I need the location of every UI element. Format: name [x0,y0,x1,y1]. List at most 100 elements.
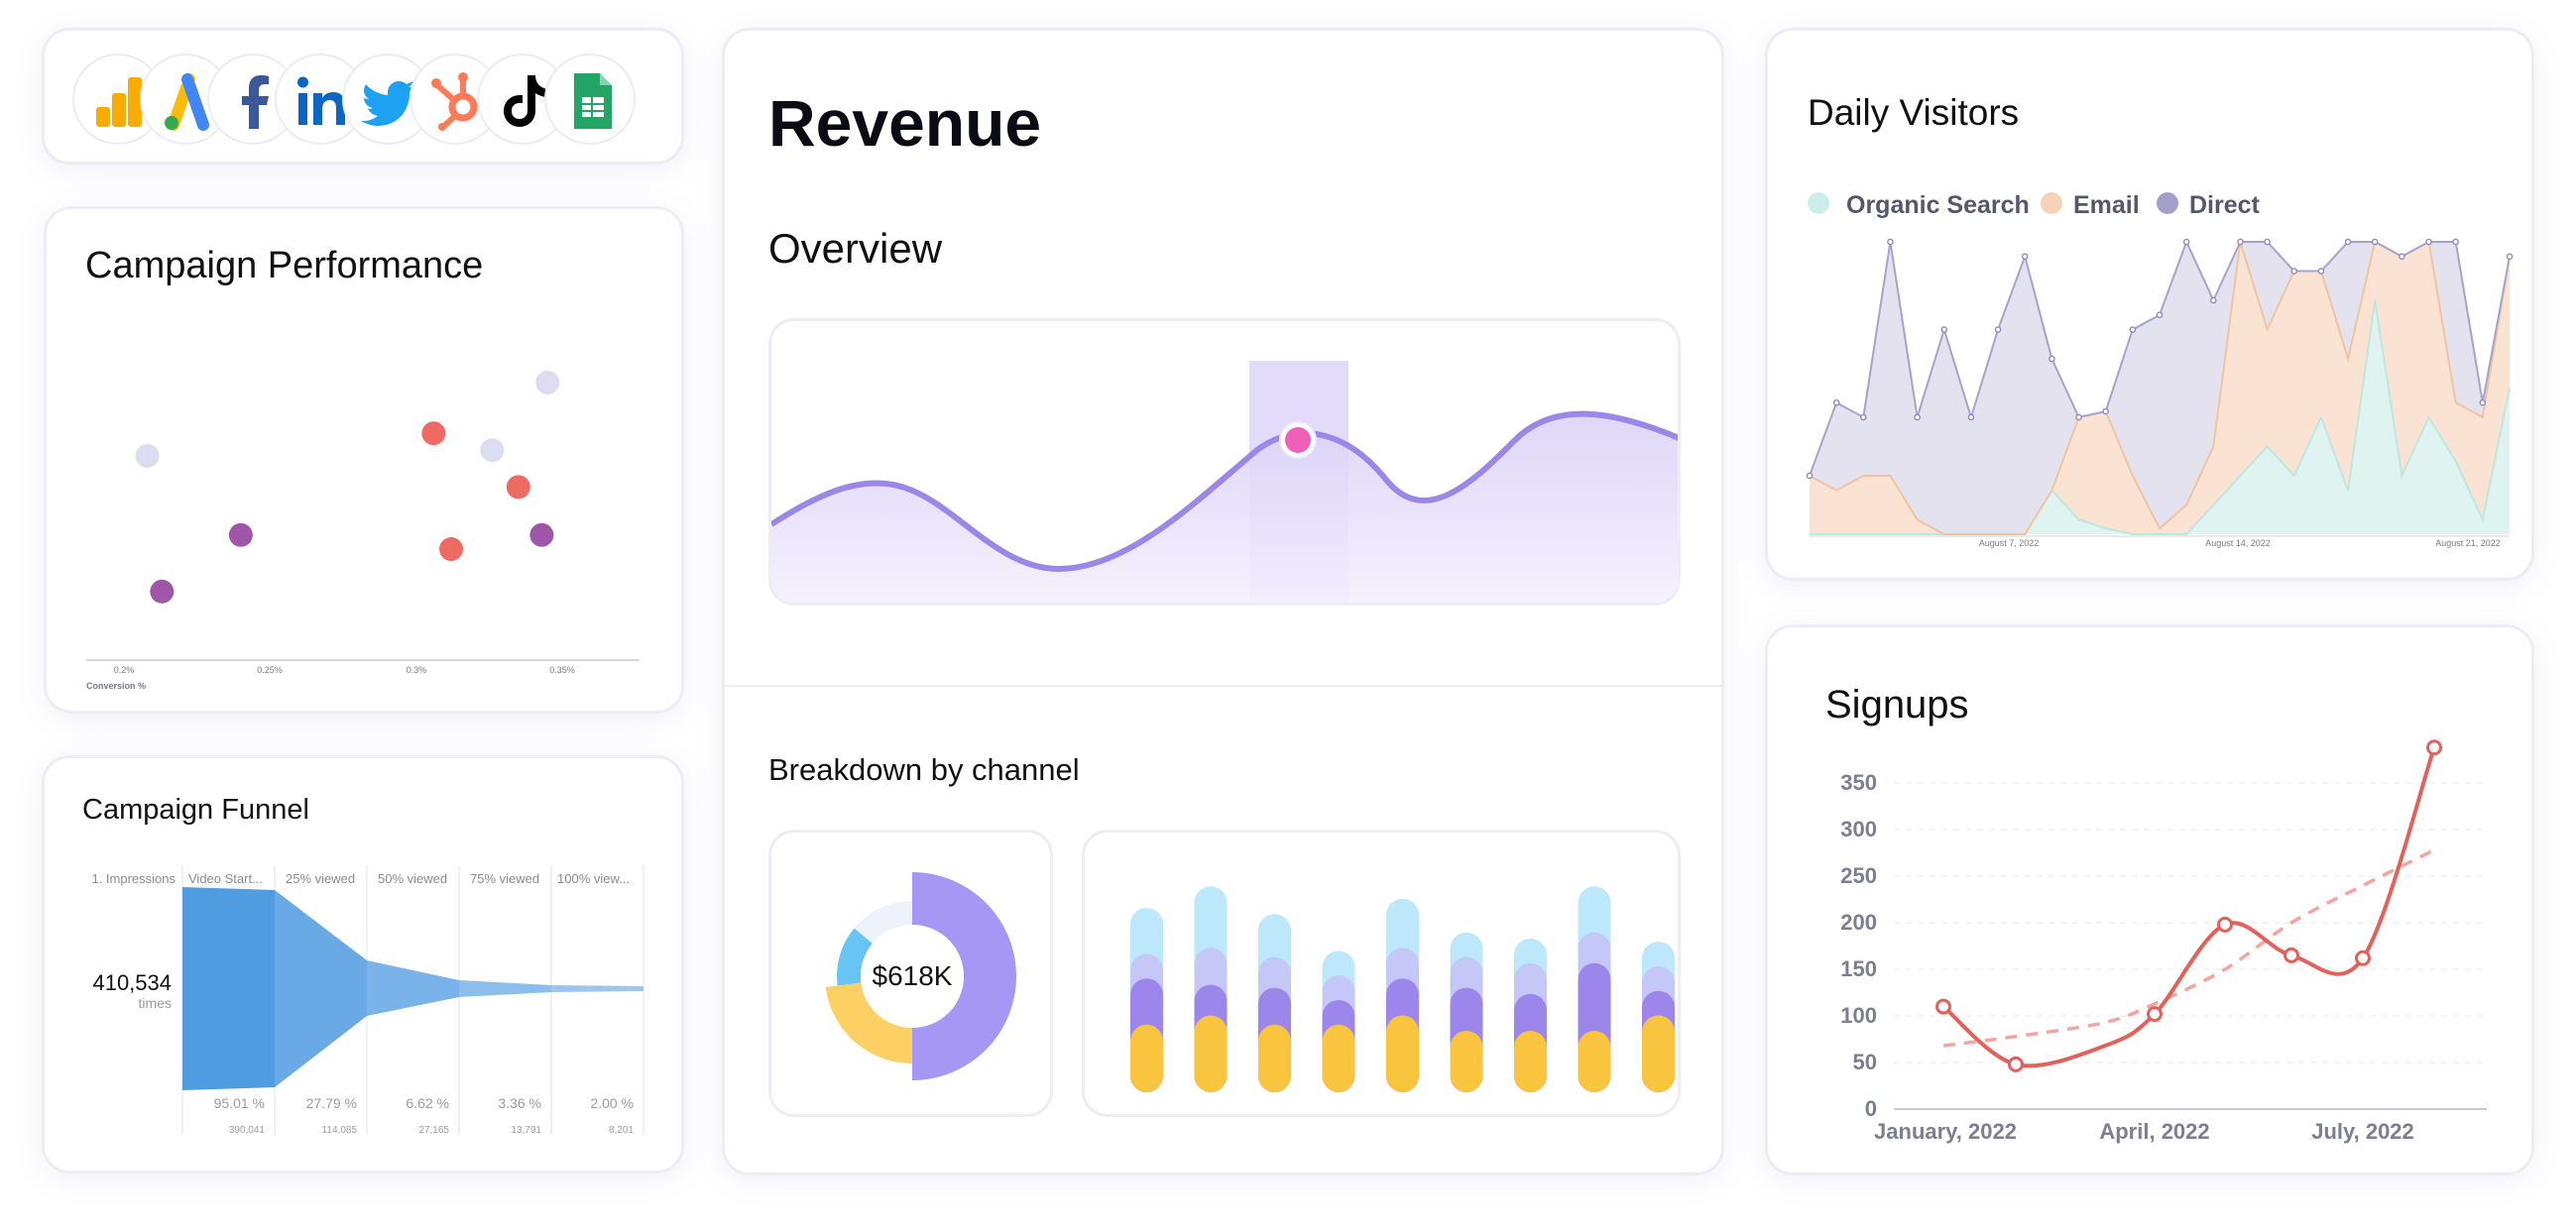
visitors-point[interactable] [1860,413,1867,421]
scatter-point[interactable] [135,444,160,468]
scatter-point[interactable] [421,421,446,446]
scatter-point[interactable] [480,438,505,463]
visitors-line-organic-search [1810,299,2511,535]
revenue-divider [725,685,1721,687]
signups-y-tick: 100 [1840,1003,1877,1028]
visitors-point[interactable] [2021,253,2029,261]
scatter-x-tick: 0.35% [549,665,575,675]
linkedin-icon [297,76,345,125]
funnel-percent: 95.01 % [214,1095,265,1111]
scatter-point[interactable] [506,475,530,500]
visitors-point[interactable] [1832,398,1840,406]
signups-x-tick: July, 2022 [2311,1119,2414,1144]
signups-y-tick: 350 [1840,770,1877,795]
scatter-point[interactable] [228,522,253,547]
scatter-point[interactable] [535,370,560,394]
campaign-performance-title: Campaign Performance [85,245,484,286]
scatter-point[interactable] [439,537,464,562]
visitors-point[interactable] [2210,296,2217,304]
hubspot-icon-wrap[interactable] [410,54,501,145]
channel-bar-segment[interactable] [1386,1015,1419,1093]
channel-bar-segment[interactable] [1514,1031,1547,1092]
funnel-stage-label: Video Start... [188,871,263,886]
funnel-count: 114,085 [322,1125,358,1136]
funnel-stage-75 [459,980,551,997]
signups-point[interactable] [2147,1006,2163,1023]
campaign-funnel-chart: 1. Impressions Video Start... 25% viewed… [91,865,644,1136]
channel-bar-segment[interactable] [1578,1031,1611,1092]
visitors-point[interactable] [2264,238,2271,246]
visitors-point[interactable] [1940,326,1948,333]
google-sheets-icon [574,73,612,129]
signups-y-tick: 300 [1840,817,1877,841]
visitors-point[interactable] [1887,238,1894,246]
revenue-card: Revenue Overview Breakdown by channel $6… [722,28,1724,1175]
legend-dot-email [2041,192,2062,214]
signups-point[interactable] [2283,947,2299,963]
legend-direct: Direct [2189,191,2261,219]
daily-visitors-title: Daily Visitors [1808,92,2020,133]
channel-bar-segment[interactable] [1322,1024,1355,1092]
signups-point[interactable] [2426,739,2442,756]
visitors-point[interactable] [2425,238,2432,246]
visitors-point[interactable] [1994,326,2002,333]
campaign-funnel-card: Campaign Funnel 1. Impressions Video Sta… [42,755,684,1174]
scatter-point[interactable] [529,522,554,547]
channel-bar-segment[interactable] [1450,1031,1483,1092]
overview-wave-area [771,413,1678,603]
visitors-point[interactable] [1914,413,1921,421]
visitors-point[interactable] [1967,413,1975,421]
visitors-x-tick: August 14, 2022 [2205,538,2271,548]
visitors-point[interactable] [2102,407,2109,415]
visitors-x-tick: August 21, 2022 [2435,538,2501,548]
signups-point[interactable] [2217,916,2233,933]
funnel-stage-50 [367,960,459,1016]
visitors-point[interactable] [2506,253,2514,261]
donut-segment[interactable] [825,982,912,1063]
funnel-count: 8,201 [609,1125,634,1136]
google-ads-icon [165,73,209,131]
breakdown-title: Breakdown by channel [768,752,1080,787]
channel-bar-segment[interactable] [1194,1015,1228,1093]
channel-bar-segment[interactable] [1642,1015,1675,1093]
funnel-stage-label: 1. Impressions [91,871,176,886]
visitors-point[interactable] [2452,238,2459,246]
visitors-point[interactable] [2479,398,2487,406]
signups-y-tick: 50 [1853,1050,1877,1074]
overview-chart-panel [768,318,1681,606]
visitors-point[interactable] [2237,238,2244,246]
visitors-point[interactable] [2371,238,2379,246]
scatter-x-tick: 0.25% [257,665,283,675]
signups-point[interactable] [1935,998,1951,1015]
google-sheets-icon-wrap[interactable] [544,54,636,145]
funnel-total-unit: times [139,995,172,1011]
channel-bar-segment[interactable] [1130,1024,1163,1092]
signups-point[interactable] [2355,950,2371,966]
visitors-point[interactable] [2182,238,2190,246]
visitors-point[interactable] [2399,253,2405,261]
donut-segment[interactable] [912,872,1016,1080]
visitors-point[interactable] [2075,413,2082,421]
channel-bar-segment[interactable] [1258,1024,1291,1092]
visitors-point[interactable] [2049,355,2055,363]
visitors-point[interactable] [2290,268,2298,275]
signups-y-tick: 200 [1840,910,1877,935]
funnel-percent: 2.00 % [590,1095,634,1111]
signups-point[interactable] [2008,1056,2024,1072]
signups-x-tick: January, 2022 [1874,1119,2017,1144]
funnel-total-value: 410,534 [92,970,172,995]
tiktok-icon [504,75,548,127]
signups-y-tick: 150 [1840,956,1877,981]
scatter-point[interactable] [150,579,175,604]
visitors-point[interactable] [2317,268,2325,275]
visitors-point[interactable] [2156,311,2164,319]
signups-trend-line [1942,848,2435,1048]
donut-segment[interactable] [837,928,873,986]
visitors-point[interactable] [2344,238,2352,246]
funnel-stage-label: 25% viewed [286,871,355,886]
donut-segment[interactable] [854,901,912,944]
funnel-percent: 3.36 % [498,1095,541,1111]
campaign-performance-scatter: 0.2% 0.25% 0.3% 0.35% Conversion % [86,370,640,691]
visitors-point[interactable] [1806,472,1814,480]
visitors-point[interactable] [2129,326,2137,333]
